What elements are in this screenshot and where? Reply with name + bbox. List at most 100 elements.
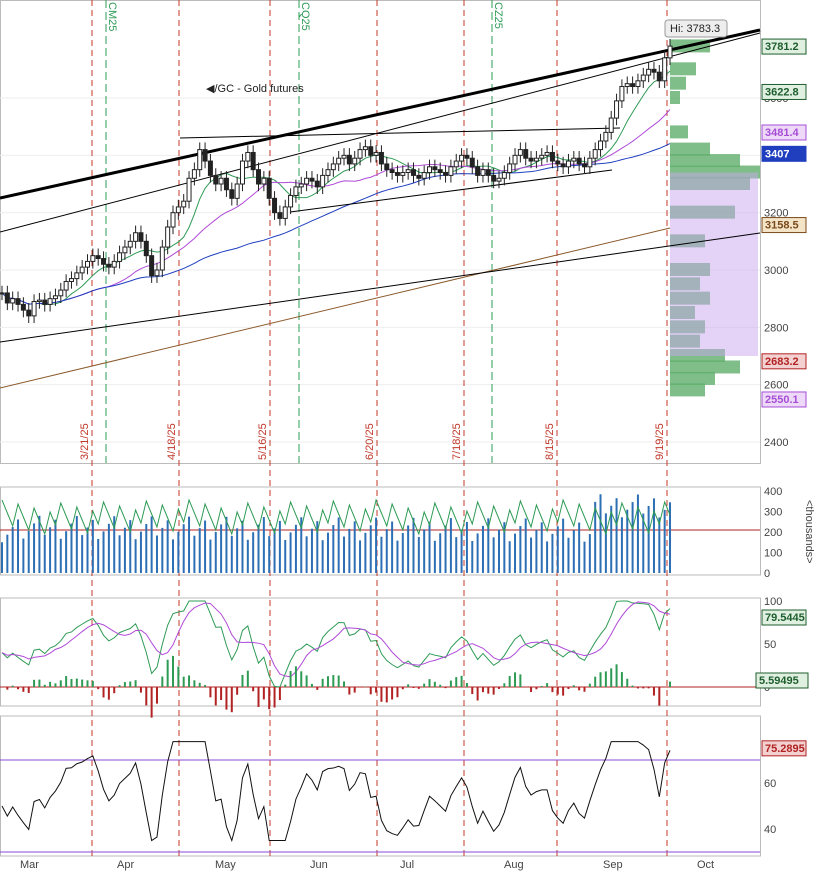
price-tag: 2683.2 xyxy=(765,356,799,368)
candle-body xyxy=(614,100,620,119)
oscillator-hist-bar xyxy=(11,685,14,687)
candle-body xyxy=(549,151,555,162)
oscillator-hist-bar xyxy=(401,687,404,690)
oscillator-hist-bar xyxy=(332,675,335,687)
candle-body xyxy=(133,232,139,242)
expiry-date-label: 7/18/25 xyxy=(451,423,463,460)
oscillator-tag-box xyxy=(761,609,807,626)
price-tag-box xyxy=(761,353,807,370)
price-tick-label: 2800 xyxy=(764,322,788,334)
volume-bar xyxy=(316,521,319,573)
candle-body xyxy=(31,301,37,317)
oscillator-hist-bar xyxy=(177,666,180,687)
rsi-pane xyxy=(0,715,761,857)
oscillator-hist-bar xyxy=(417,687,420,689)
oscillator-hist-bar xyxy=(27,687,30,693)
candle-body xyxy=(608,117,614,133)
candle-body xyxy=(175,206,181,214)
volume-bar xyxy=(369,525,372,573)
oscillator-hist-bar xyxy=(631,685,634,687)
volume-bar xyxy=(503,522,506,573)
volume-bar xyxy=(177,531,180,573)
oscillator-hist-bar xyxy=(375,687,378,693)
candle-body xyxy=(565,160,571,168)
candle-body xyxy=(581,163,587,168)
volume-bar xyxy=(225,516,228,573)
open-interest-line xyxy=(1,498,671,536)
volume-bar xyxy=(49,527,52,573)
candle-body xyxy=(159,246,165,271)
price-tag: 3781.2 xyxy=(765,41,799,53)
volume-bar xyxy=(481,525,484,573)
oscillator-hist-bar xyxy=(391,687,394,700)
candle-body xyxy=(571,157,577,162)
oscillator-hist-bar xyxy=(508,676,511,687)
oscillator-hist-bar xyxy=(262,687,265,700)
volume-bar xyxy=(81,535,84,573)
oscillator-hist-bar xyxy=(246,670,249,687)
price-tag-box xyxy=(761,38,807,55)
rsi-tick-label: 40 xyxy=(764,824,776,836)
volume-bar xyxy=(118,535,121,573)
volume-bar xyxy=(439,533,442,573)
rsi-last-tag: 75.2895 xyxy=(765,743,805,755)
resistance-line xyxy=(179,127,621,139)
candle-body xyxy=(122,246,128,254)
volume-bar xyxy=(129,520,132,573)
moving-average-line xyxy=(1,143,671,305)
oscillator-hist-bar xyxy=(658,687,661,706)
volume-bar xyxy=(412,517,415,573)
candle-body xyxy=(4,292,10,304)
volume-bar xyxy=(43,534,46,573)
long-moving-average xyxy=(0,227,671,389)
volume-bar xyxy=(391,521,394,573)
candle-body xyxy=(427,166,433,174)
volume-bar xyxy=(300,517,303,573)
candle-body xyxy=(10,298,16,304)
candle-body xyxy=(298,183,304,188)
month-label: Oct xyxy=(697,859,714,871)
month-label: Aug xyxy=(504,859,524,871)
oscillator-hist-bar xyxy=(481,687,484,693)
candle-body xyxy=(603,131,609,142)
candle-body xyxy=(288,194,294,208)
candle-body xyxy=(143,240,149,257)
volume-bar xyxy=(198,528,201,573)
volume-bar xyxy=(284,539,287,573)
volume-bar xyxy=(460,529,463,573)
month-label: Jun xyxy=(310,859,328,871)
oscillator-hist-bar xyxy=(642,687,645,689)
volume-profile-bar xyxy=(670,371,715,385)
candle-body xyxy=(560,163,566,168)
oscillator-hist-bar xyxy=(102,687,105,698)
candle-body xyxy=(640,74,646,82)
volume-bar xyxy=(123,527,126,573)
oscillator-hist-bar xyxy=(316,687,319,690)
volume-bar xyxy=(252,532,255,573)
expiry-date-label: 6/20/25 xyxy=(364,423,376,460)
candle-body xyxy=(630,83,636,88)
oscillator-hist-bar xyxy=(38,679,41,687)
volume-bar xyxy=(278,520,281,573)
expiry-date-label: 3/21/25 xyxy=(79,423,91,460)
oscillator-hist-bar xyxy=(145,687,148,706)
oscillator-hist-bar xyxy=(214,687,217,706)
volume-bar xyxy=(161,527,164,573)
volume-profile-bar xyxy=(670,125,688,139)
volume-bar xyxy=(524,518,527,573)
volume-bar xyxy=(578,522,581,573)
candle-body xyxy=(36,299,42,303)
oscillator-hist-bar xyxy=(514,672,517,687)
contract-label: CQ25 xyxy=(299,2,311,31)
oscillator-hist-bar xyxy=(337,675,340,687)
candle-body xyxy=(501,172,507,179)
candle-body xyxy=(149,255,155,277)
volume-bar xyxy=(38,515,41,573)
volume-bar xyxy=(546,541,549,573)
candle-body xyxy=(528,157,534,162)
volume-bar xyxy=(497,529,500,573)
volume-bar xyxy=(75,516,78,573)
volume-bar xyxy=(11,527,14,573)
candle-body xyxy=(378,151,384,165)
oscillator-hist-bar xyxy=(439,684,442,687)
